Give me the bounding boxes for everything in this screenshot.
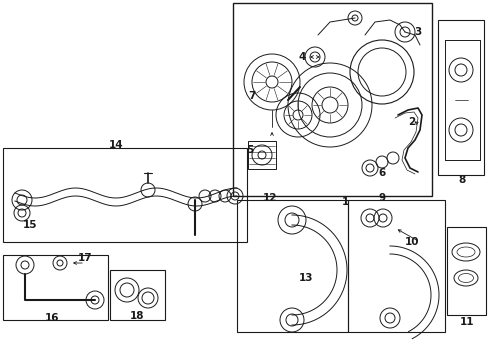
Bar <box>232 3 431 196</box>
Bar <box>110 270 164 320</box>
Text: 5: 5 <box>246 145 253 155</box>
Text: 13: 13 <box>298 273 313 283</box>
Text: 11: 11 <box>459 317 473 327</box>
Text: 14: 14 <box>108 140 123 150</box>
Text: 7: 7 <box>248 91 255 101</box>
Bar <box>437 20 483 175</box>
Text: 8: 8 <box>457 175 465 185</box>
Bar <box>237 200 347 332</box>
Bar <box>3 255 108 320</box>
Bar <box>3 148 246 242</box>
Bar <box>247 141 275 169</box>
Text: 17: 17 <box>78 253 92 263</box>
Text: 18: 18 <box>129 311 144 321</box>
Text: 2: 2 <box>407 117 415 127</box>
Text: 3: 3 <box>413 27 421 37</box>
Bar <box>347 200 444 332</box>
Text: 15: 15 <box>23 220 37 230</box>
Bar <box>446 227 485 315</box>
Text: 6: 6 <box>378 168 385 178</box>
Text: 4: 4 <box>298 52 305 62</box>
Text: 10: 10 <box>404 237 418 247</box>
Text: 12: 12 <box>262 193 277 203</box>
Text: 9: 9 <box>378 193 385 203</box>
Text: 1: 1 <box>341 197 348 207</box>
Text: 16: 16 <box>45 313 59 323</box>
